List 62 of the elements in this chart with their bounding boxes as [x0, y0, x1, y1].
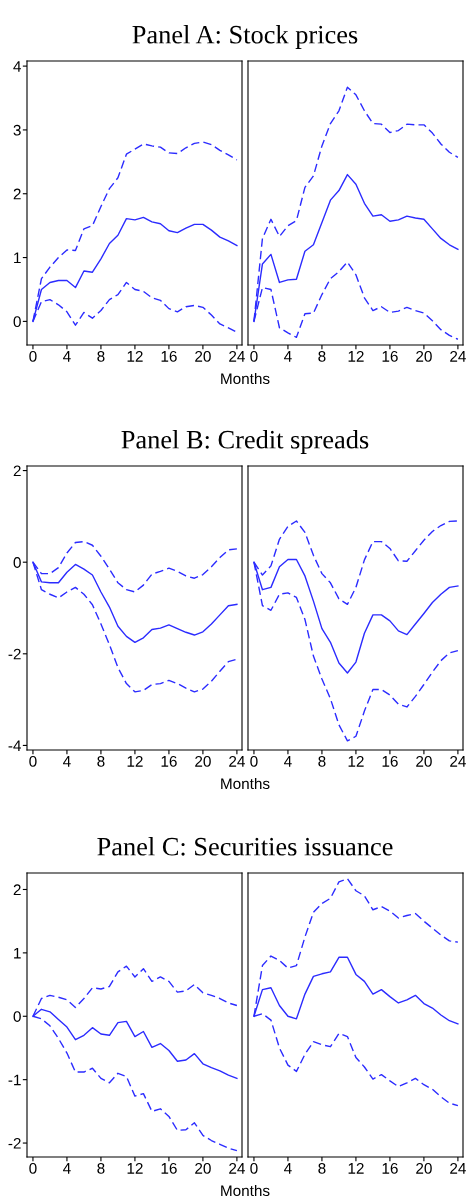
x-tick-label: 0: [250, 1162, 258, 1174]
x-tick-label: 8: [318, 1162, 326, 1174]
x-tick-label: 16: [161, 350, 177, 362]
x-tick-label: 20: [195, 755, 211, 767]
x-tick-label: 4: [284, 756, 292, 767]
x-tick-label: 0: [29, 1162, 37, 1174]
x-tick-label: 4: [63, 351, 71, 362]
x-tick-label: 8: [318, 350, 326, 362]
x-tick-label: 24: [229, 350, 245, 362]
x-tick-label: 12: [348, 755, 364, 767]
x-tick-label: 4: [284, 351, 292, 362]
x-tick-label: 24: [229, 1162, 245, 1174]
y-tick-label: 1: [14, 947, 21, 959]
y-tick-label: -4: [8, 740, 21, 751]
y-tick-label: 3: [13, 124, 21, 136]
x-tick-label: 8: [97, 1162, 105, 1174]
x-tick-label: 20: [416, 1162, 432, 1174]
y-tick-label: -1: [8, 1074, 21, 1086]
x-tick-label: 12: [127, 755, 143, 767]
x-tick-label: 16: [161, 1162, 177, 1174]
x-tick-label: 24: [450, 1162, 466, 1174]
x-tick-label: 12: [348, 1162, 364, 1174]
x-axis-title: Months: [221, 1184, 270, 1197]
x-tick-label: 16: [382, 755, 398, 767]
x-tick-label: 20: [416, 755, 432, 767]
chart-title: Panel B: Credit spreads: [121, 430, 369, 454]
y-tick-label: 4: [13, 61, 21, 72]
y-tick-label: 0: [13, 557, 21, 568]
x-tick-label: 20: [416, 350, 432, 362]
x-tick-label: 24: [229, 755, 245, 767]
x-tick-label: 24: [450, 755, 466, 767]
y-tick-label: -2: [8, 648, 21, 660]
y-tick-label: 2: [13, 465, 21, 477]
x-tick-label: 20: [195, 1162, 211, 1174]
x-tick-label: 8: [97, 350, 105, 362]
x-tick-label: 4: [63, 756, 71, 767]
x-axis-title: Months: [221, 777, 270, 790]
x-tick-label: 16: [382, 350, 398, 362]
x-tick-label: 8: [318, 755, 326, 767]
x-axis-title: Months: [221, 372, 270, 385]
x-tick-label: 0: [29, 755, 37, 767]
x-tick-label: 4: [63, 1163, 71, 1174]
x-tick-label: 12: [127, 350, 143, 362]
x-tick-label: 8: [97, 755, 105, 767]
x-tick-label: 16: [161, 755, 177, 767]
x-tick-label: 24: [450, 350, 466, 362]
y-tick-label: 2: [13, 884, 21, 896]
x-tick-label: 20: [195, 350, 211, 362]
y-tick-label: 0: [13, 1011, 21, 1022]
x-tick-label: 16: [382, 1162, 398, 1174]
y-tick-label: 2: [13, 188, 21, 200]
chart-title: Panel C: Securities issuance: [97, 837, 393, 856]
x-tick-label: 0: [250, 350, 258, 362]
chart-title: Panel A: Stock prices: [132, 25, 358, 49]
x-tick-label: 12: [127, 1162, 143, 1174]
x-tick-label: 12: [348, 350, 364, 362]
x-tick-label: 4: [284, 1163, 292, 1174]
x-tick-label: 0: [250, 755, 258, 767]
y-tick-label: -2: [8, 1137, 21, 1149]
x-tick-label: 0: [29, 350, 37, 362]
y-tick-label: 1: [14, 252, 21, 264]
y-tick-label: 0: [13, 316, 21, 328]
